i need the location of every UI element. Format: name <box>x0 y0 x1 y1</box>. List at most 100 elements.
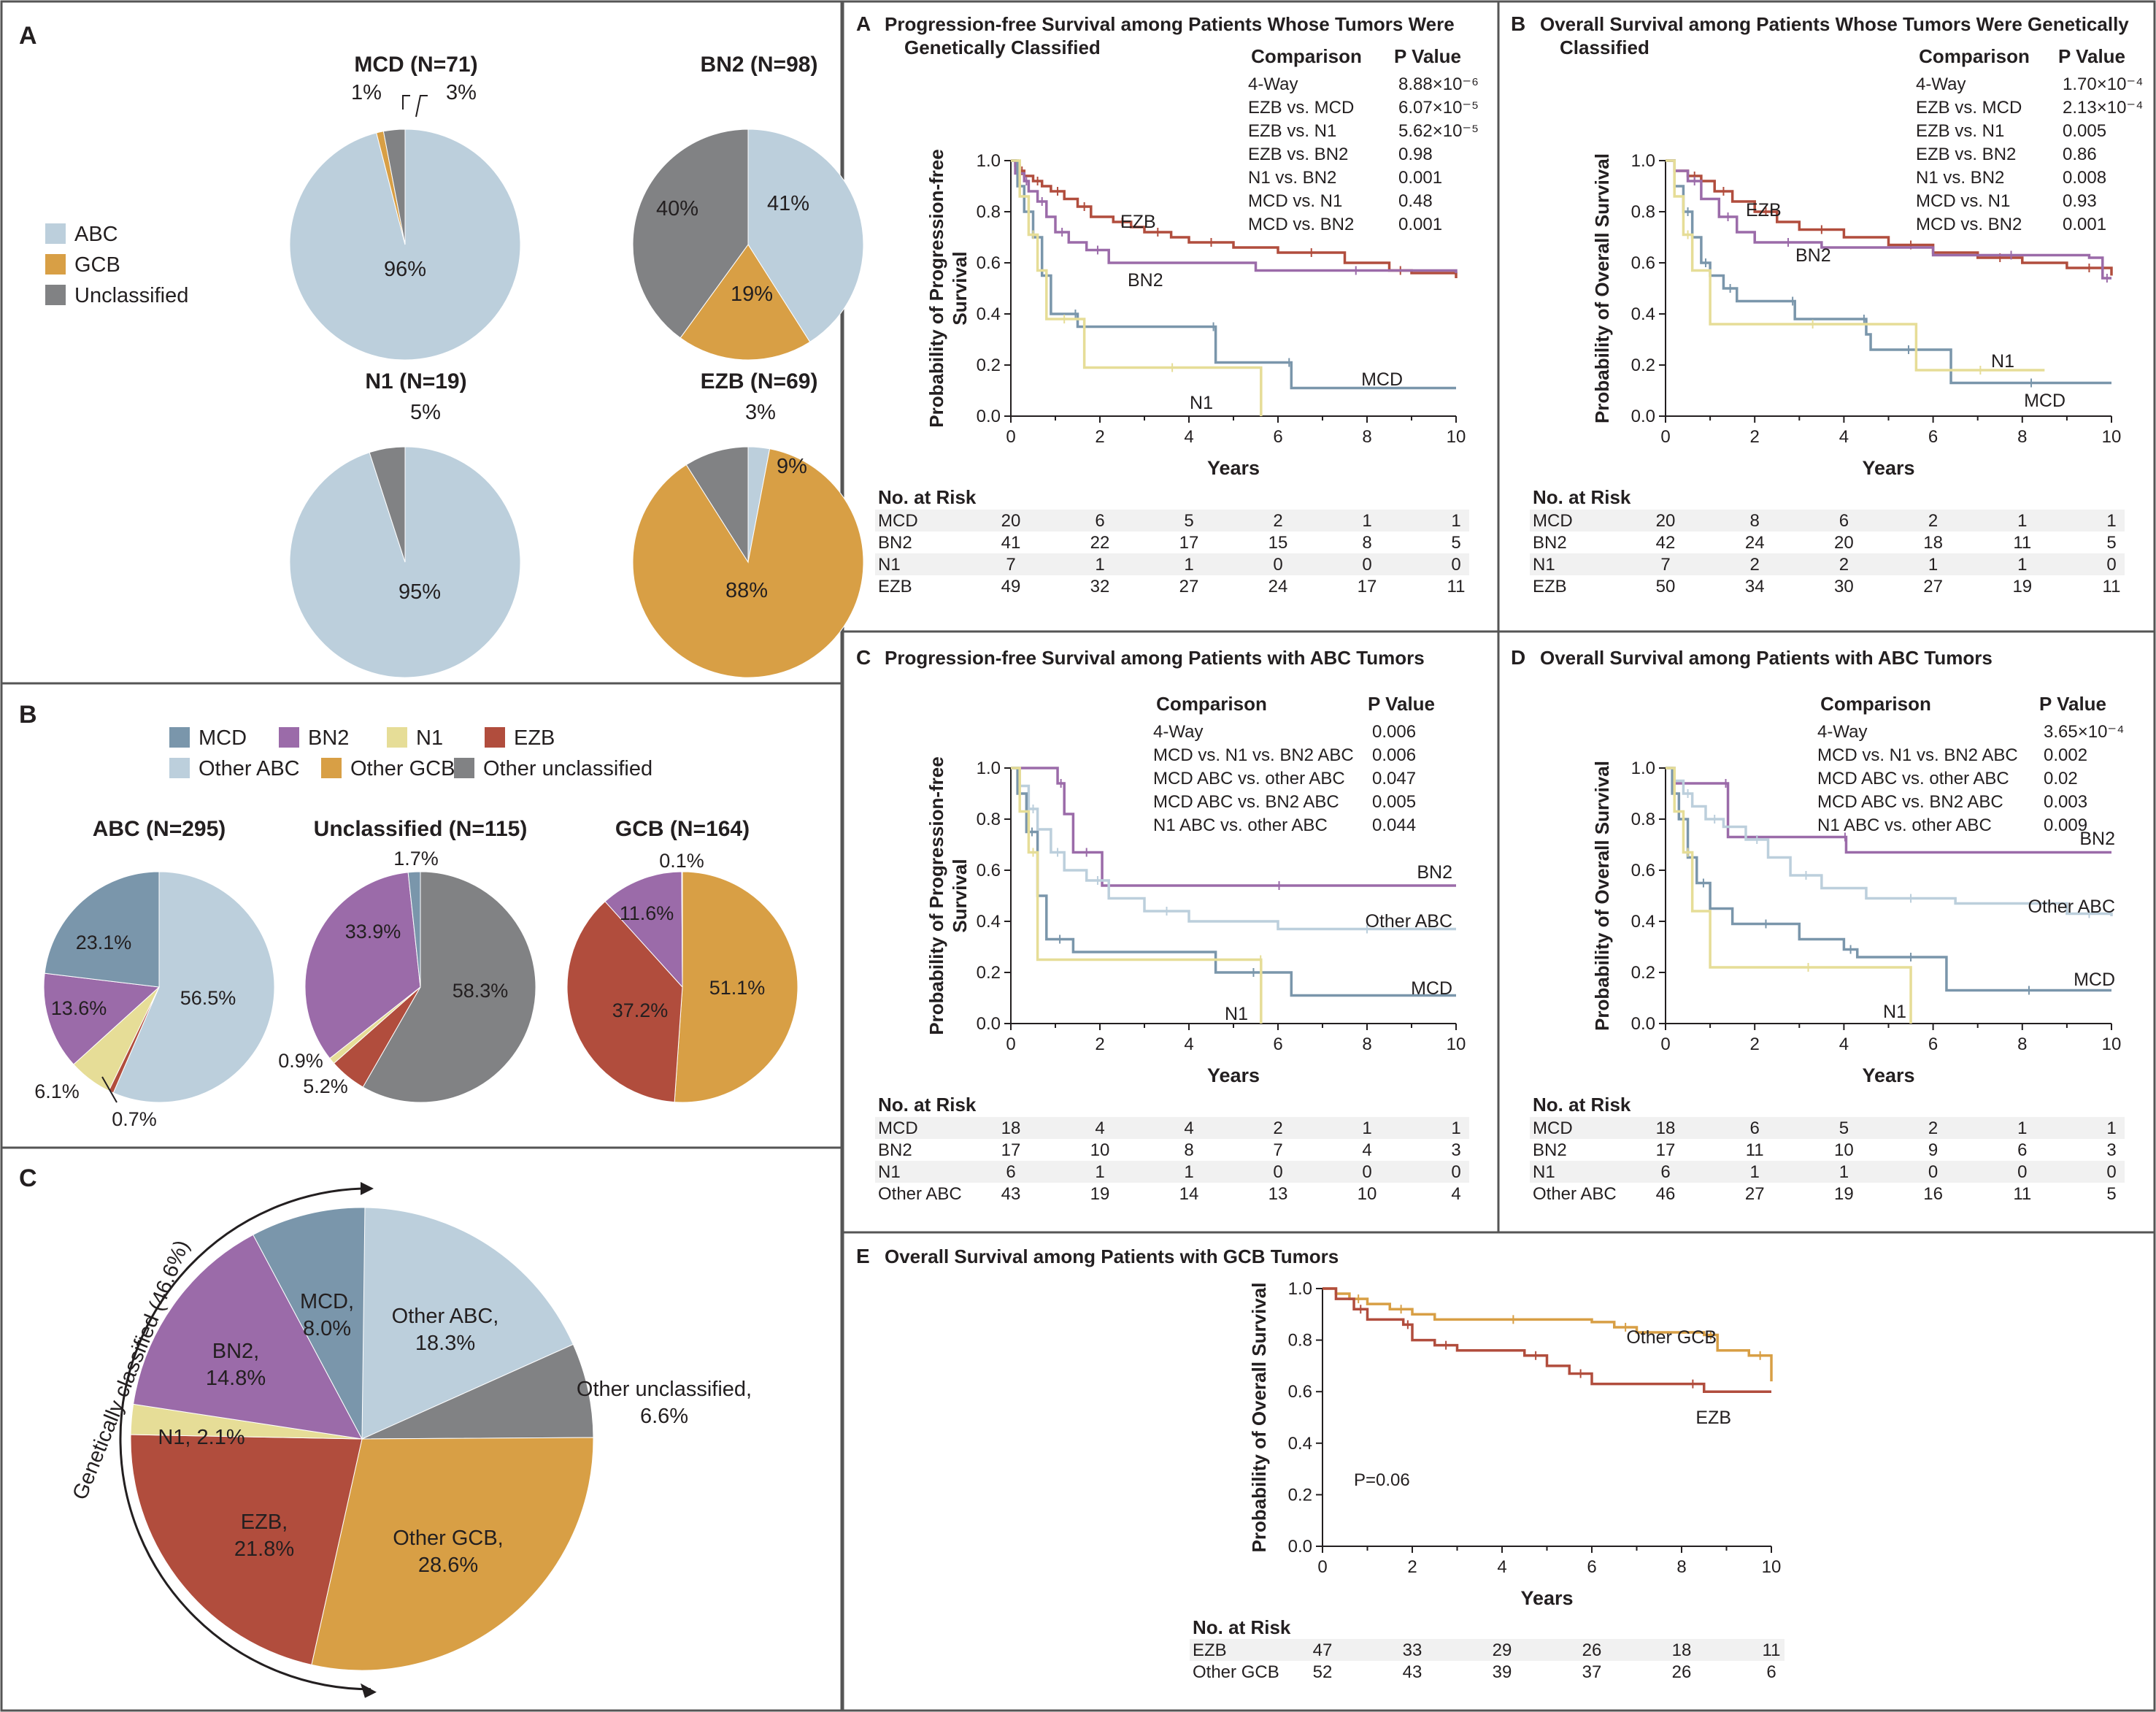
panel-letter: B <box>1511 12 1525 35</box>
risk-count: 0 <box>2017 1162 2027 1182</box>
x-tick-label: 4 <box>1184 1035 1193 1054</box>
pvalue-comparison: MCD vs. BN2 <box>1916 215 2022 234</box>
risk-count: 4 <box>1095 1118 1104 1138</box>
curve-label-n1: N1 <box>1883 1002 1906 1022</box>
risk-row-label: MCD <box>1533 511 1573 531</box>
y-tick-label: 0.4 <box>977 304 1001 324</box>
legend-label-other-abc: Other ABC <box>199 757 300 780</box>
pvalue-comparison: EZB vs. N1 <box>1916 121 2004 141</box>
risk-count: 8 <box>1184 1140 1193 1160</box>
risk-count: 29 <box>1493 1640 1512 1660</box>
pvalue-value: 0.005 <box>1372 792 1416 812</box>
panel-title: Overall Survival among Patients with ABC… <box>1540 647 1993 669</box>
pie-slice-unclassified <box>685 446 749 564</box>
curve-label-other-gcb: Other GCB <box>1626 1327 1717 1348</box>
pie-slice-label: 11.6% <box>620 902 674 924</box>
pvalue-value: 0.93 <box>2063 191 2097 211</box>
y-tick-label: 0.2 <box>1631 356 1655 375</box>
x-axis-label: Years <box>1862 1064 1914 1086</box>
km-curve-n1 <box>1666 767 1912 1024</box>
y-tick-label: 1.0 <box>1288 1279 1312 1299</box>
pvalue-comparison: N1 vs. BN2 <box>1248 168 1336 188</box>
risk-count: 46 <box>1656 1184 1676 1204</box>
curve-label-bn2: BN2 <box>2079 829 2115 849</box>
curve-label-mcd: MCD <box>1361 369 1403 390</box>
x-tick-label: 10 <box>1762 1557 1782 1577</box>
risk-count: 2 <box>1839 555 1849 575</box>
pie-title: BN2 (N=98) <box>701 53 818 77</box>
panel-title: Genetically Classified <box>904 37 1101 58</box>
x-tick-label: 8 <box>2017 427 2027 447</box>
risk-table-title: No. at Risk <box>1533 486 1631 508</box>
panel-title: Overall Survival among Patients Whose Tu… <box>1540 13 2129 35</box>
pie-slice-gcb <box>632 448 864 678</box>
risk-count: 20 <box>1656 511 1676 531</box>
risk-count: 19 <box>1834 1184 1854 1204</box>
risk-count: 1 <box>2106 511 2116 531</box>
y-tick-label: 0.0 <box>1631 407 1655 426</box>
pvalue-value: 0.001 <box>1398 215 1442 234</box>
y-tick-label: 0.6 <box>1631 861 1655 880</box>
risk-count: 18 <box>1656 1118 1676 1138</box>
km-curve-other-abc <box>1011 767 1456 931</box>
y-tick-label: 0.4 <box>977 912 1001 932</box>
risk-count: 1 <box>2017 1118 2027 1138</box>
y-tick-label: 0.8 <box>1288 1331 1312 1351</box>
y-tick-label: 0.2 <box>1288 1485 1312 1505</box>
risk-count: 14 <box>1179 1184 1199 1204</box>
curve-label-ezb: EZB <box>1120 212 1156 232</box>
legend-swatch-abc <box>45 223 66 244</box>
pvalue-comparison: N1 vs. BN2 <box>1916 168 2004 188</box>
y-tick-label: 0.0 <box>1631 1014 1655 1034</box>
risk-count: 22 <box>1090 533 1110 553</box>
risk-count: 2 <box>1928 511 1938 531</box>
y-tick-label: 1.0 <box>977 759 1001 778</box>
risk-count: 1 <box>1451 511 1460 531</box>
risk-row-band <box>1530 510 2125 531</box>
pie-slice-label: 5.2% <box>303 1075 348 1097</box>
risk-row-band <box>1530 553 2125 575</box>
y-tick-label: 0.6 <box>977 253 1001 273</box>
pvalue-comparison: N1 ABC vs. other ABC <box>1153 815 1328 835</box>
risk-row-label: N1 <box>1533 1162 1555 1182</box>
risk-count: 5 <box>1451 533 1460 553</box>
risk-row-label: Other ABC <box>1533 1184 1617 1204</box>
risk-count: 34 <box>1745 577 1765 596</box>
pvalue-comparison: EZB vs. BN2 <box>1248 145 1348 164</box>
y-tick-label: 0.6 <box>1288 1382 1312 1402</box>
pvalue-comparison: EZB vs. BN2 <box>1916 145 2016 164</box>
panel-letter: A <box>856 12 871 35</box>
pvalue-value: 3.65×10⁻⁴ <box>2044 722 2124 742</box>
legend-swatch-n1 <box>387 727 407 748</box>
risk-count: 47 <box>1313 1640 1333 1660</box>
risk-count: 8 <box>1362 533 1371 553</box>
risk-table-title: No. at Risk <box>1193 1616 1291 1638</box>
pie-slice-label: Other unclassified, <box>577 1378 752 1401</box>
x-tick-label: 8 <box>1676 1557 1686 1577</box>
pvalue-header: P Value <box>2039 693 2106 715</box>
pie-slice-bn2 <box>604 871 683 989</box>
km-curve-bn2 <box>1011 767 1456 887</box>
legend-label-abc: ABC <box>74 223 118 246</box>
km-curve-other-abc <box>1666 767 2113 916</box>
pvalue-value: 0.009 <box>2044 815 2087 835</box>
pvalue-comparison: MCD vs. N1 <box>1248 191 1342 211</box>
curve-label-n1: N1 <box>1190 393 1213 413</box>
risk-count: 6 <box>1660 1162 1670 1182</box>
risk-count: 26 <box>1582 1640 1602 1660</box>
panel-title: Progression-free Survival among Patients… <box>885 13 1455 35</box>
pie-slice-unclassified <box>632 128 749 339</box>
pvalue-value: 0.006 <box>1372 745 1416 765</box>
pie-slice-gcb <box>679 244 811 361</box>
pie-slice-label: 58.3% <box>453 980 509 1002</box>
y-axis-label: Probability of Overall Survival <box>1248 1283 1270 1553</box>
risk-count: 0 <box>2106 555 2116 575</box>
classified-arc <box>119 1187 371 1691</box>
pvalue-value: 8.88×10⁻⁶ <box>1398 74 1479 94</box>
pie-slice-label: 13.6% <box>51 997 107 1019</box>
x-tick-label: 2 <box>1095 427 1104 447</box>
risk-count: 3 <box>1451 1140 1460 1160</box>
legend-swatch-other-abc <box>169 758 190 778</box>
risk-count: 0 <box>1362 1162 1371 1182</box>
km-curve-n1 <box>1011 159 1263 416</box>
